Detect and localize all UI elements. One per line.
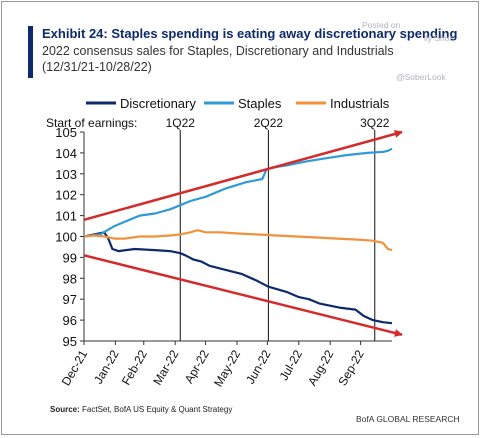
x-tick-label: May-22 [211, 347, 243, 389]
y-tick-label: 103 [55, 167, 77, 182]
x-tick-label: Jul-22 [277, 347, 306, 383]
trend-arrow-up [83, 130, 403, 221]
series-line-industrials [83, 229, 393, 252]
y-tick-label: 98 [63, 271, 77, 286]
earnings-label-2q22: 2Q22 [254, 116, 284, 130]
y-tick-label: 100 [55, 230, 77, 245]
legend-label-industrials: Industrials [330, 96, 390, 111]
earnings-label-3q22: 3Q22 [360, 116, 390, 130]
x-tick-label: Jan-22 [91, 347, 122, 386]
earnings-label: Start of earnings: [46, 116, 137, 130]
series-line-staples [83, 147, 393, 238]
earnings-label-1q22: 1Q22 [166, 116, 196, 130]
title-accent-bar [28, 26, 33, 78]
y-tick-label: 96 [63, 313, 77, 328]
y-tick-label: 95 [63, 334, 77, 349]
y-tick-label: 97 [63, 292, 77, 307]
x-tick-label: Feb-22 [119, 347, 150, 387]
x-tick-label: Aug-22 [305, 347, 337, 388]
y-tick-label: 105 [55, 125, 77, 140]
y-tick-label: 102 [55, 188, 77, 203]
y-tick-label: 104 [55, 146, 77, 161]
chart-title: Exhibit 24: Staples spending is eating a… [42, 26, 458, 41]
chart-subtitle: 2022 consensus sales for Staples, Discre… [42, 44, 394, 74]
x-tick-label: Apr-22 [182, 347, 212, 385]
x-tick-label: Mar-22 [150, 347, 181, 387]
y-tick-label: 101 [55, 209, 77, 224]
source-text: FactSet, BofA US Equity & Quant Strategy [79, 405, 233, 414]
trend-arrow-down [83, 254, 403, 337]
x-tick-label: Jun-22 [243, 347, 274, 386]
footer-source: Source: FactSet, BofA US Equity & Quant … [50, 405, 232, 414]
source-label: Source: [50, 405, 80, 414]
watermark-posted-on: Posted on [362, 20, 401, 30]
watermark-shot: lly Shot [424, 33, 452, 43]
legend-label-discretionary: Discretionary [120, 96, 196, 111]
legend-label-staples: Staples [238, 96, 282, 111]
footer-brand: BofA GLOBAL RESEARCH [356, 414, 460, 424]
x-tick-label: Sep-22 [335, 347, 367, 388]
y-tick-label: 99 [63, 250, 77, 265]
x-tick-label: Dec-21 [59, 347, 91, 388]
series-line-discretionary [83, 231, 393, 325]
watermark-handle: @SoberLook [396, 72, 446, 82]
